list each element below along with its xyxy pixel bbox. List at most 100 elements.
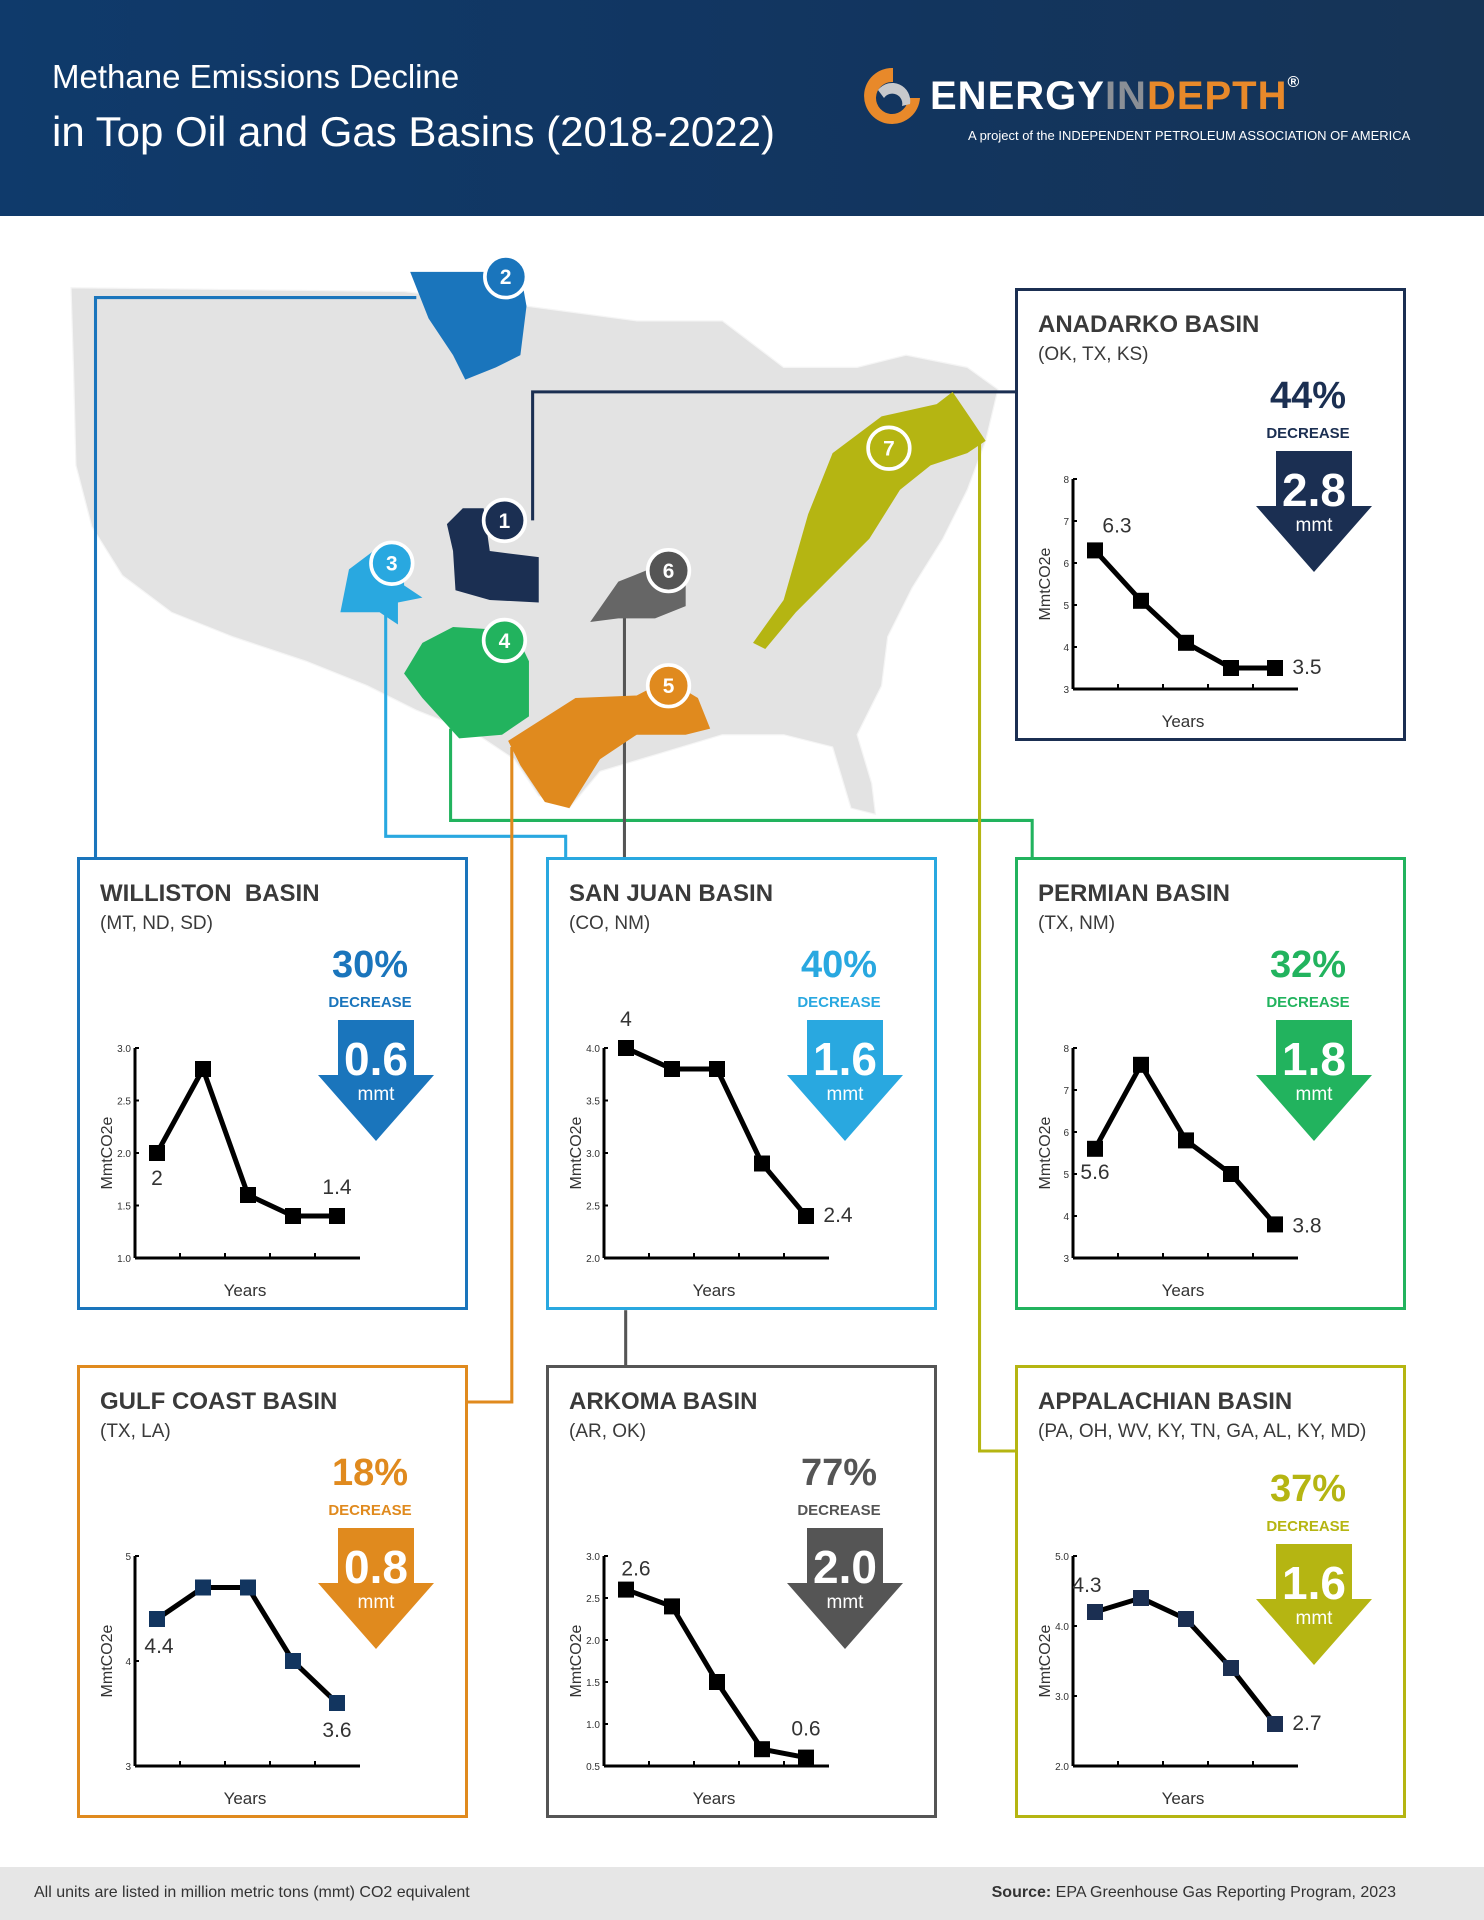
data-point <box>285 1653 301 1669</box>
y-tick-label: 2.5 <box>586 1594 600 1605</box>
basin-name: SAN JUAN BASIN <box>569 880 774 907</box>
logo-swirl-icon <box>864 67 920 124</box>
first-value-label: 4.4 <box>144 1635 174 1658</box>
data-point <box>1087 1604 1103 1620</box>
data-point <box>709 1061 725 1077</box>
decrease-amount: 1.8 <box>1282 1033 1346 1085</box>
basin-states: (OK, TX, KS) <box>1038 344 1149 365</box>
logo-wordmark: ENERGYINDEPTH® <box>930 74 1301 118</box>
decrease-amount: 1.6 <box>813 1033 877 1085</box>
y-tick-label: 4 <box>125 1657 131 1668</box>
decrease-percent: 32% <box>1269 944 1347 986</box>
data-point <box>754 1155 770 1172</box>
data-point <box>618 1040 634 1056</box>
basin-states: (TX, NM) <box>1038 913 1116 934</box>
down-arrow-icon <box>318 1528 434 1649</box>
basin-states: (MT, ND, SD) <box>100 913 213 934</box>
down-arrow-icon <box>1256 1544 1372 1665</box>
map-marker-number: 6 <box>663 560 675 583</box>
data-point <box>329 1208 345 1224</box>
basin-card-permian: PERMIAN BASIN (TX, NM) 32% DECREASE 1.8 mmt 3 4… <box>1015 857 1406 1310</box>
map-marker-3 <box>369 540 415 586</box>
down-arrow-icon <box>787 1528 903 1649</box>
decrease-amount: 1.6 <box>1282 1557 1346 1609</box>
y-tick-label: 2.5 <box>586 1202 600 1213</box>
decrease-label: DECREASE <box>1266 994 1350 1011</box>
basin-states: (AR, OK) <box>569 1421 647 1442</box>
units-note: All units are listed in million metric t… <box>34 1884 470 1901</box>
down-arrow-icon <box>787 1020 903 1141</box>
y-tick-label: 3.0 <box>586 1552 600 1563</box>
map-marker-6 <box>645 547 692 594</box>
basin-name: GULF COAST BASIN <box>100 1388 338 1415</box>
first-value-label: 2.6 <box>621 1558 650 1581</box>
y-axis-label: MmtCO2e <box>568 1624 585 1697</box>
basin-card-san-juan: SAN JUAN BASIN (CO, NM) 40% DECREASE 1.6 mmt 2… <box>546 857 937 1310</box>
basin-states: (CO, NM) <box>569 913 651 934</box>
connector-appalachian <box>978 440 1016 1453</box>
y-tick-label: 2.0 <box>1055 1762 1069 1773</box>
map-marker-number: 7 <box>883 438 895 461</box>
connector-anadarko <box>531 390 1016 521</box>
footer: All units are listed in million metric t… <box>0 1867 1484 1920</box>
data-point <box>664 1598 680 1615</box>
map-marker-number: 4 <box>499 630 511 653</box>
y-tick-label: 5.0 <box>1055 1552 1069 1563</box>
down-arrow-icon <box>1256 1020 1372 1141</box>
y-tick-label: 5 <box>1063 601 1069 612</box>
y-tick-label: 8 <box>1063 1044 1069 1055</box>
y-tick-label: 4 <box>1063 1212 1069 1223</box>
y-tick-label: 7 <box>1063 517 1069 528</box>
basin-card-gulf-coast: GULF COAST BASIN (TX, LA) 18% DECREASE 0.8 mm… <box>77 1365 468 1818</box>
line-chart: 2.0mmt0.51.01.52.02.53.02.60.6MmtCO2eYea… <box>568 1528 903 1808</box>
data-point <box>798 1208 814 1224</box>
decrease-percent: 77% <box>800 1452 878 1494</box>
data-point <box>1267 660 1283 676</box>
x-axis-label: Years <box>693 1789 736 1808</box>
decrease-amount: 2.8 <box>1282 464 1346 516</box>
us-map-outline <box>70 287 999 816</box>
decrease-amount: 2.0 <box>813 1541 877 1593</box>
y-tick-label: 4 <box>1063 643 1069 654</box>
map-marker-number: 5 <box>663 675 675 698</box>
last-value-label: 3.6 <box>322 1719 351 1742</box>
decrease-label: DECREASE <box>328 994 412 1011</box>
y-tick-label: 5 <box>1063 1170 1069 1181</box>
data-point <box>195 1579 211 1596</box>
y-tick-label: 2.0 <box>586 1636 600 1647</box>
x-axis-label: Years <box>1162 1789 1205 1808</box>
x-axis-label: Years <box>224 1281 267 1300</box>
decrease-unit: mmt <box>1296 515 1334 536</box>
decrease-percent: 30% <box>331 944 409 986</box>
decrease-label: DECREASE <box>797 994 881 1011</box>
map-marker-7 <box>866 425 912 471</box>
decrease-percent: 44% <box>1269 375 1347 417</box>
data-point <box>1133 1590 1149 1606</box>
decrease-label: DECREASE <box>1266 1518 1350 1535</box>
basin-card-appalachian: APPALACHIAN BASIN (PA, OH, WV, KY, TN, GA… <box>1015 1365 1406 1818</box>
y-tick-label: 4.0 <box>1055 1622 1069 1633</box>
page-title-line1: Methane Emissions Decline <box>52 58 460 95</box>
first-value-label: 4.3 <box>1072 1574 1101 1597</box>
data-point <box>1087 1140 1103 1157</box>
data-point <box>1267 1216 1283 1233</box>
first-value-label: 2 <box>151 1167 163 1190</box>
first-value-label: 5.6 <box>1080 1161 1109 1184</box>
data-point <box>1223 1660 1239 1676</box>
data-point <box>1178 1611 1194 1627</box>
basin-card-arkoma: ARKOMA BASIN (AR, OK) 77% DECREASE 2.0 mmt 0.5… <box>546 1365 937 1818</box>
first-value-label: 4 <box>620 1008 632 1031</box>
y-tick-label: 3.0 <box>117 1044 131 1055</box>
last-value-label: 3.5 <box>1292 656 1321 679</box>
data-point <box>195 1061 211 1077</box>
y-axis-label: MmtCO2e <box>568 1116 585 1189</box>
basin-shape-anadarko <box>446 508 539 603</box>
map-marker-1 <box>481 497 528 544</box>
data-point <box>240 1579 256 1596</box>
decrease-amount: 0.6 <box>344 1033 408 1085</box>
